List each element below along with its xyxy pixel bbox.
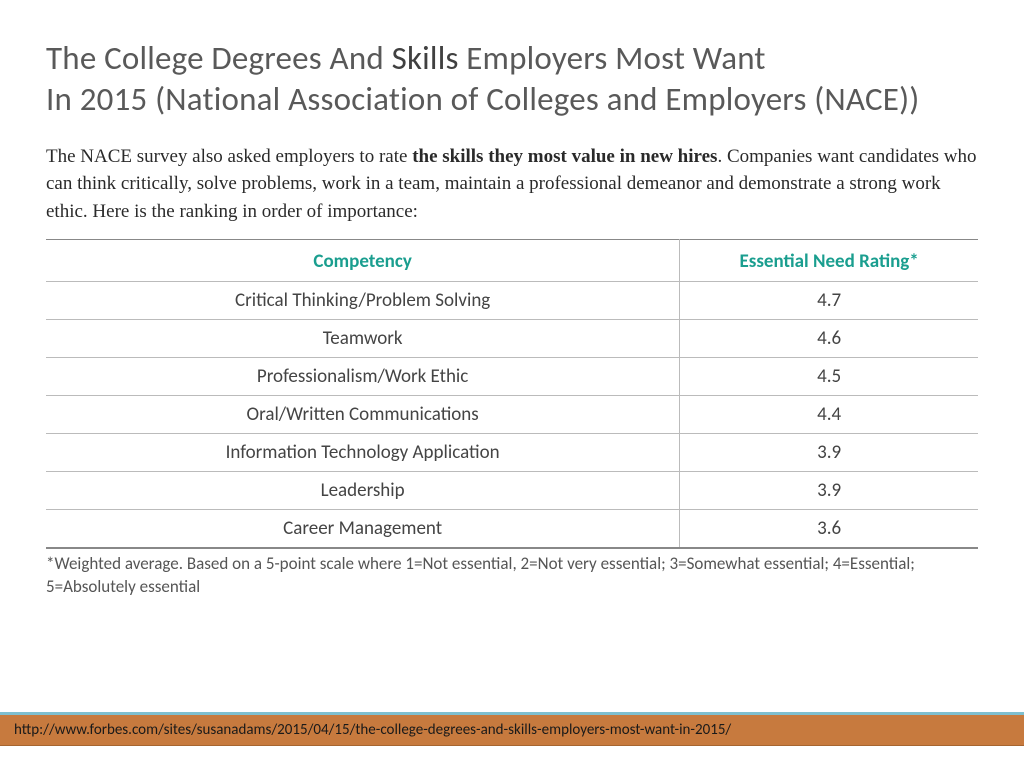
cell-competency: Leadership: [46, 472, 680, 510]
table-header-row: Competency Essential Need Rating*: [46, 240, 978, 282]
body-bold: the skills they most value in new hires: [412, 146, 717, 167]
table-row: Professionalism/Work Ethic4.5: [46, 358, 978, 396]
cell-rating: 4.6: [680, 320, 978, 358]
cell-competency: Professionalism/Work Ethic: [46, 358, 680, 396]
cell-competency: Information Technology Application: [46, 434, 680, 472]
cell-rating: 4.4: [680, 396, 978, 434]
source-bar: http://www.forbes.com/sites/susanadams/2…: [0, 712, 1024, 746]
cell-competency: Teamwork: [46, 320, 680, 358]
body-paragraph: The NACE survey also asked employers to …: [46, 143, 978, 226]
table-row: Information Technology Application3.9: [46, 434, 978, 472]
cell-rating: 4.7: [680, 282, 978, 320]
title-emphasis: Skills: [392, 38, 459, 78]
header-competency: Competency: [46, 240, 680, 282]
slide: The College Degrees And Skills Employers…: [0, 0, 1024, 768]
cell-competency: Oral/Written Communications: [46, 396, 680, 434]
cell-rating: 3.9: [680, 472, 978, 510]
header-rating: Essential Need Rating*: [680, 240, 978, 282]
competency-table-wrap: Competency Essential Need Rating* Critic…: [46, 239, 978, 599]
body-pre: The NACE survey also asked employers to …: [46, 146, 412, 167]
table-row: Career Management3.6: [46, 510, 978, 549]
cell-rating: 3.6: [680, 510, 978, 549]
table-body: Critical Thinking/Problem Solving4.7Team…: [46, 282, 978, 549]
title-part-a: The College Degrees And: [46, 38, 392, 78]
table-row: Oral/Written Communications4.4: [46, 396, 978, 434]
source-url: http://www.forbes.com/sites/susanadams/2…: [14, 721, 731, 739]
competency-table: Competency Essential Need Rating* Critic…: [46, 239, 978, 549]
title-part-b: Employers Most Want: [459, 38, 766, 78]
table-row: Critical Thinking/Problem Solving4.7: [46, 282, 978, 320]
title-line2: In 2015 (National Association of College…: [46, 79, 920, 119]
cell-rating: 3.9: [680, 434, 978, 472]
cell-competency: Career Management: [46, 510, 680, 549]
table-row: Leadership3.9: [46, 472, 978, 510]
cell-rating: 4.5: [680, 358, 978, 396]
table-row: Teamwork4.6: [46, 320, 978, 358]
table-footnote: *Weighted average. Based on a 5-point sc…: [46, 553, 978, 599]
cell-competency: Critical Thinking/Problem Solving: [46, 282, 680, 320]
slide-title: The College Degrees And Skills Employers…: [46, 38, 978, 121]
